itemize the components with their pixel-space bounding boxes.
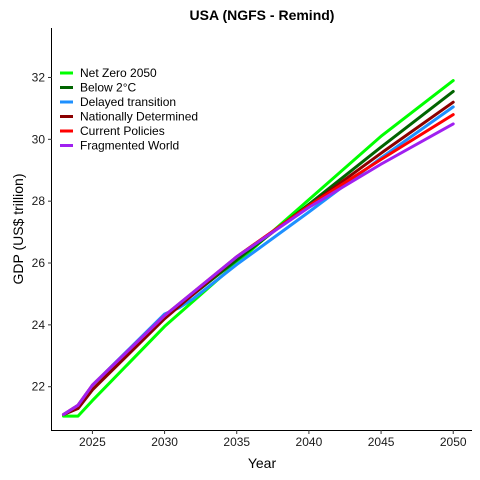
y-tick-label: 24 bbox=[32, 318, 46, 332]
legend-label-current-policies: Current Policies bbox=[80, 124, 165, 138]
axes bbox=[51, 28, 472, 431]
y-tick-label: 22 bbox=[32, 380, 46, 394]
x-tick-label: 2030 bbox=[151, 435, 178, 449]
plot-lines bbox=[62, 79, 455, 418]
legend-label-fragmented-world: Fragmented World bbox=[80, 139, 179, 153]
x-tick-label: 2025 bbox=[79, 435, 106, 449]
x-tick-label: 2035 bbox=[223, 435, 250, 449]
x-tick-label: 2050 bbox=[440, 435, 467, 449]
y-tick-label: 30 bbox=[32, 132, 46, 146]
legend-label-below-2-c: Below 2°C bbox=[80, 81, 136, 95]
y-axis-title: GDP (US$ trillion) bbox=[10, 174, 26, 285]
y-tick-label: 32 bbox=[32, 70, 46, 84]
legend-label-net-zero-2050: Net Zero 2050 bbox=[80, 66, 157, 80]
legend-label-delayed-transition: Delayed transition bbox=[80, 95, 176, 109]
x-ticks: 2025 2030 2035 2040 2045 2050 bbox=[79, 430, 467, 449]
chart-title: USA (NGFS - Remind) bbox=[190, 7, 335, 23]
x-tick-label: 2045 bbox=[368, 435, 395, 449]
y-ticks: 22 24 26 28 30 32 bbox=[32, 70, 52, 394]
legend-label-nationally-determined: Nationally Determined bbox=[80, 110, 198, 124]
series-line-fragmented-world bbox=[62, 122, 455, 416]
y-tick-label: 26 bbox=[32, 256, 46, 270]
x-axis-title: Year bbox=[248, 455, 277, 471]
y-tick-label: 28 bbox=[32, 194, 46, 208]
x-tick-label: 2040 bbox=[296, 435, 323, 449]
